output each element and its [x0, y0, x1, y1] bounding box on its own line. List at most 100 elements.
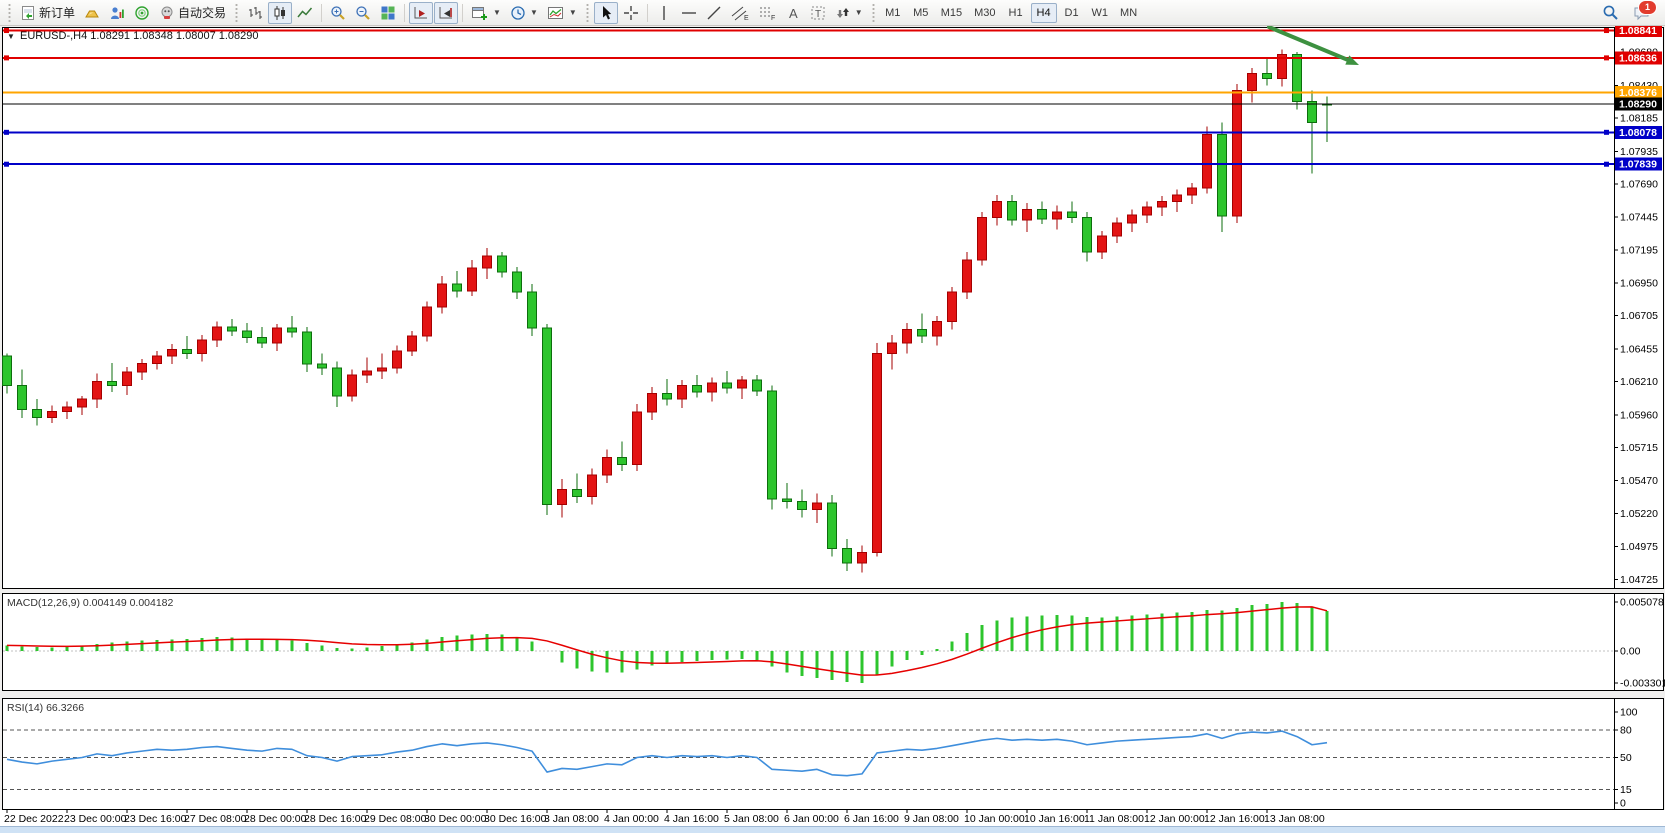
cursor-icon	[602, 5, 611, 19]
svg-text:1.04975: 1.04975	[1620, 541, 1658, 553]
crosshair-button[interactable]	[619, 2, 643, 24]
auto-trading-button[interactable]: 自动交易	[155, 2, 230, 24]
cursor-button[interactable]	[593, 1, 618, 24]
tab-timeframe-W1[interactable]: W1	[1087, 3, 1114, 23]
bar-chart-button[interactable]	[243, 2, 267, 24]
candlestick-chart-button[interactable]	[268, 1, 293, 24]
candlestick-chart-icon	[274, 5, 286, 20]
arrow-annotation[interactable]	[1267, 25, 1359, 65]
svg-text:30 Dec 16:00: 30 Dec 16:00	[484, 813, 547, 825]
timeframe-buttons: M1 M5 M15 M30 H1 H4 D1 W1 MN	[880, 2, 1142, 23]
price-chart-panel[interactable]: 1.086801.084301.081851.079351.076901.074…	[2, 24, 1664, 589]
clock-icon	[511, 5, 525, 20]
svg-text:T: T	[815, 9, 821, 20]
svg-text:1.05715: 1.05715	[1620, 442, 1658, 454]
toolbar-grip[interactable]	[870, 3, 876, 22]
new-chart-icon	[472, 6, 488, 20]
svg-text:3 Jan 08:00: 3 Jan 08:00	[544, 813, 599, 825]
chart-shift-button[interactable]	[434, 1, 459, 24]
macd-panel[interactable]: 0.005078 0.00 -0.003301 MACD(12,26,9) 0.004…	[2, 593, 1665, 691]
tab-timeframe-M30[interactable]: M30	[969, 3, 1000, 23]
svg-text:1.08841: 1.08841	[1619, 25, 1657, 37]
text-icon: A	[789, 6, 798, 21]
svg-text:13 Jan 08:00: 13 Jan 08:00	[1264, 813, 1325, 825]
dropdown-caret-icon: ▼	[529, 8, 538, 17]
arrows-button[interactable]: ▼	[831, 2, 867, 24]
fibonacci-button[interactable]: F	[754, 2, 780, 24]
tile-windows-button[interactable]	[376, 2, 400, 24]
community-button[interactable]	[105, 2, 129, 24]
signals-button[interactable]	[130, 2, 154, 24]
horizontal-line-icon	[681, 11, 696, 14]
notification-badge: 1	[1638, 0, 1657, 15]
candles-layer	[2, 49, 1332, 573]
equidistant-channel-button[interactable]: E	[727, 2, 753, 24]
rsi-line	[6, 730, 1328, 777]
new-order-button[interactable]: 新订单	[16, 2, 79, 24]
templates-button[interactable]: ▼	[543, 2, 581, 24]
signal-radar-icon	[135, 5, 149, 20]
gold-ingot-icon	[85, 10, 99, 17]
svg-text:0: 0	[1620, 798, 1626, 810]
fibonacci-icon: F	[759, 7, 775, 21]
svg-text:28 Dec 00:00: 28 Dec 00:00	[244, 813, 307, 825]
rsi-panel[interactable]: 100 80 50 15 0 RSI(14) 66.3266	[2, 698, 1664, 810]
horizontal-line-button[interactable]	[677, 2, 701, 24]
bottom-strip	[0, 826, 1665, 833]
chat-button[interactable]: 1	[1629, 0, 1657, 24]
zoom-out-button[interactable]	[351, 2, 375, 24]
svg-text:100: 100	[1620, 707, 1638, 719]
svg-text:1.07935: 1.07935	[1620, 146, 1658, 158]
tab-timeframe-M1[interactable]: M1	[880, 3, 906, 23]
line-chart-button[interactable]	[293, 2, 317, 24]
search-button[interactable]	[1598, 2, 1623, 24]
tab-timeframe-M15[interactable]: M15	[936, 3, 967, 23]
chart-title: ▼ EURUSD-,H4 1.08291 1.08348 1.08007 1.08…	[7, 30, 259, 42]
svg-text:29 Dec 08:00: 29 Dec 08:00	[364, 813, 427, 825]
svg-text:6 Jan 16:00: 6 Jan 16:00	[844, 813, 899, 825]
toolbar-grip[interactable]	[234, 3, 240, 22]
svg-text:4 Jan 00:00: 4 Jan 00:00	[604, 813, 659, 825]
svg-text:10 Jan 00:00: 10 Jan 00:00	[964, 813, 1025, 825]
toolbar-grip[interactable]	[584, 3, 590, 22]
tab-timeframe-M5[interactable]: M5	[908, 3, 934, 23]
svg-text:E: E	[744, 15, 749, 21]
vertical-line-button[interactable]	[652, 2, 676, 24]
deposit-button[interactable]	[80, 2, 104, 24]
svg-text:1.08290: 1.08290	[1619, 99, 1657, 111]
hline-object-1.07839[interactable]	[3, 161, 1614, 167]
svg-text:50: 50	[1620, 752, 1632, 764]
auto-trading-label: 自动交易	[178, 6, 227, 20]
auto-scroll-button[interactable]	[409, 1, 434, 24]
period-button[interactable]: ▼	[506, 2, 542, 24]
svg-text:80: 80	[1620, 725, 1632, 737]
tab-timeframe-H1[interactable]: H1	[1003, 3, 1029, 23]
tab-timeframe-MN[interactable]: MN	[1115, 3, 1142, 23]
svg-text:1.06455: 1.06455	[1620, 343, 1658, 355]
trendline-button[interactable]	[702, 2, 726, 24]
trendline-icon	[707, 6, 721, 19]
search-icon	[1603, 5, 1618, 20]
price-label-1.08290: 1.08290	[1615, 97, 1662, 111]
svg-text:-0.003301: -0.003301	[1620, 678, 1665, 690]
new-chart-button[interactable]: ▼	[467, 2, 505, 24]
svg-text:1.06950: 1.06950	[1620, 277, 1658, 289]
macd-histogram	[5, 602, 1329, 684]
hline-object-1.08841[interactable]	[3, 28, 1614, 34]
hline-object-1.08078[interactable]	[3, 129, 1614, 135]
zoom-in-button[interactable]	[326, 2, 350, 24]
price-label-1.07839: 1.07839	[1615, 157, 1662, 171]
tab-timeframe-D1[interactable]: D1	[1059, 3, 1085, 23]
tab-timeframe-H4[interactable]: H4	[1030, 2, 1057, 23]
svg-text:1.06705: 1.06705	[1620, 310, 1658, 322]
svg-text:11 Jan 08:00: 11 Jan 08:00	[1084, 813, 1144, 825]
svg-text:▼: ▼	[7, 32, 15, 41]
text-label-button[interactable]: T	[806, 2, 830, 24]
text-button[interactable]: A	[781, 2, 805, 24]
svg-text:1.08376: 1.08376	[1619, 87, 1657, 99]
svg-text:10 Jan 16:00: 10 Jan 16:00	[1024, 813, 1085, 825]
main-toolbar: 新订单 自动交易	[0, 0, 1665, 26]
toolbar-grip[interactable]	[7, 3, 12, 22]
